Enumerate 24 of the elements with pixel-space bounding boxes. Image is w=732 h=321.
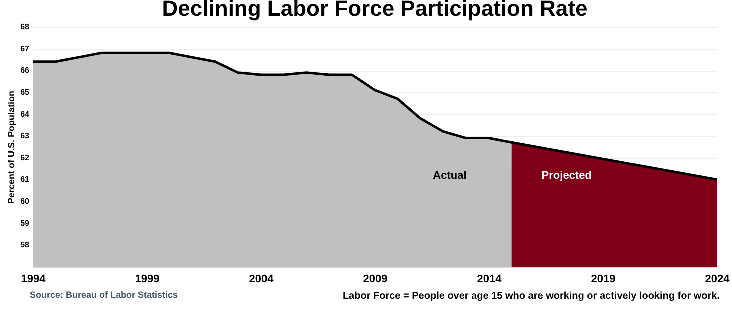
x-tick-label: 2019	[591, 274, 616, 286]
y-tick-label: 61	[20, 175, 30, 184]
text: Labor Force = People over age 15 who are working or actively looking for work.	[342, 291, 720, 302]
source-note: Source: Bureau of Labor Statistics	[30, 290, 178, 300]
x-tick-label: 2014	[477, 274, 503, 286]
y-axis-title: Percent of U.S. Population	[6, 90, 17, 204]
chart-title: Declining Labor Force Participation Rate	[162, 0, 588, 21]
y-tick-label: 59	[20, 218, 30, 228]
y-tick-label: 66	[20, 66, 30, 76]
y-tick-label: 58	[20, 240, 30, 250]
y-tick-label: 63	[20, 132, 30, 141]
x-tick-label: 2009	[363, 274, 388, 286]
y-tick-label: 60	[20, 197, 30, 206]
series-label: Projected	[542, 170, 592, 182]
y-tick-label: 64	[20, 110, 30, 119]
x-tick-label: 2024	[705, 274, 731, 286]
y-tick-label: 67	[20, 44, 30, 54]
y-tick-label: 65	[20, 88, 30, 97]
x-tick-label: 1999	[135, 274, 160, 286]
y-tick-label: 68	[20, 22, 30, 32]
series-label: Actual	[433, 170, 467, 182]
x-tick-label: 1994	[21, 274, 47, 286]
y-tick-label: 62	[20, 153, 30, 162]
x-tick-label: 2004	[249, 274, 275, 286]
